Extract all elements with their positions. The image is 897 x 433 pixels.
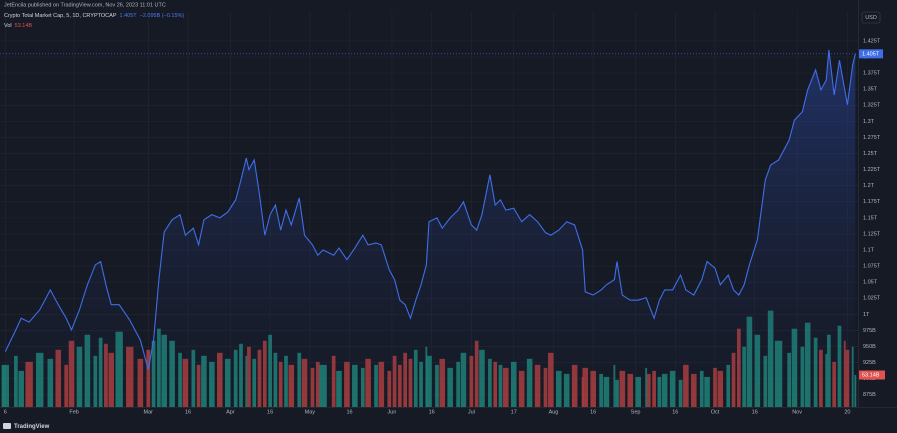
legend-volume-value: 53.14B bbox=[15, 23, 33, 29]
y-tick-label: 1T bbox=[863, 312, 870, 318]
x-tick-label: 16 bbox=[185, 409, 191, 415]
y-tick-label: 1.125T bbox=[863, 231, 881, 237]
x-tick-label: 20 bbox=[844, 409, 850, 415]
legend-volume: Vol 53.14B bbox=[4, 23, 32, 29]
price-line bbox=[4, 49, 856, 370]
footer-logo: TradingView bbox=[3, 423, 50, 430]
y-tick-label: 1.1T bbox=[863, 247, 875, 253]
y-tick-label: 1.025T bbox=[863, 296, 881, 302]
legend-price: Crypto Total Market Cap, 5, 1D, CRYPTOCA… bbox=[4, 13, 184, 19]
x-tick-label: 17 bbox=[511, 409, 517, 415]
x-tick-label: Oct bbox=[711, 409, 720, 415]
x-tick-label: Apr bbox=[226, 409, 235, 415]
y-tick-label: 1.175T bbox=[863, 199, 881, 205]
y-tick-label: 1.225T bbox=[863, 167, 881, 173]
y-tick-label: 975B bbox=[863, 328, 876, 334]
x-tick-label: Jul bbox=[468, 409, 475, 415]
volume-bar bbox=[1, 364, 10, 407]
x-tick-label: 16 bbox=[672, 409, 678, 415]
legend-symbol: Crypto Total Market Cap, 5, 1D, CRYPTOCA… bbox=[4, 13, 117, 19]
x-tick-label: 16 bbox=[429, 409, 435, 415]
y-tick-label: 1.325T bbox=[863, 103, 881, 109]
y-tick-label: 950B bbox=[863, 344, 876, 350]
price-layer bbox=[0, 49, 858, 408]
last-price-label: 1.405T bbox=[862, 51, 880, 57]
x-tick-label: Mar bbox=[144, 409, 154, 415]
x-tick-label: 16 bbox=[267, 409, 273, 415]
publisher: JetEncila published on TradingView.com, … bbox=[4, 2, 166, 8]
y-tick-label: 1.3T bbox=[863, 119, 875, 125]
x-tick-label: Nov bbox=[792, 409, 802, 415]
y-tick-label: 1.2T bbox=[863, 183, 875, 189]
x-tick-label: 6 bbox=[4, 409, 7, 415]
y-tick-label: 1.425T bbox=[863, 38, 881, 44]
y-tick-label: 1.15T bbox=[863, 215, 878, 221]
x-tick-label: Jun bbox=[387, 409, 396, 415]
volume-bar bbox=[854, 375, 857, 407]
x-tick-label: Feb bbox=[69, 409, 78, 415]
x-tick-label: Sep bbox=[631, 409, 641, 415]
y-tick-label: 1.075T bbox=[863, 264, 881, 270]
volume-last-tag bbox=[859, 370, 885, 380]
y-tick-label: 1.375T bbox=[863, 71, 881, 77]
axis-layer: 875B900B925B950B975B1T1.025T1.05T1.075T1… bbox=[4, 38, 885, 415]
last-price-tag bbox=[859, 49, 883, 59]
legend-change: −2.095B (−0.15%) bbox=[140, 13, 185, 19]
price-area bbox=[5, 49, 856, 408]
volume-last-label: 53.14B bbox=[862, 372, 880, 378]
y-tick-label: 1.25T bbox=[863, 151, 878, 157]
x-tick-label: 16 bbox=[752, 409, 758, 415]
y-tick-label: 1.275T bbox=[863, 135, 881, 141]
x-tick-label: 16 bbox=[590, 409, 596, 415]
y-tick-label: 925B bbox=[863, 360, 876, 366]
y-tick-label: 1.05T bbox=[863, 280, 878, 286]
y-tick-label: 1.35T bbox=[863, 87, 878, 93]
y-tick-label: 875B bbox=[863, 392, 876, 398]
footer: TradingView bbox=[14, 424, 50, 430]
currency-box[interactable] bbox=[861, 11, 881, 24]
legend-volume-name: Vol bbox=[4, 23, 12, 29]
legend-price-value: 1.405T bbox=[120, 13, 138, 19]
currency[interactable]: USD bbox=[865, 15, 877, 21]
x-tick-label: Aug bbox=[549, 409, 559, 415]
logo-icon bbox=[3, 423, 11, 429]
x-tick-label: May bbox=[305, 409, 316, 415]
x-tick-label: 16 bbox=[346, 409, 352, 415]
